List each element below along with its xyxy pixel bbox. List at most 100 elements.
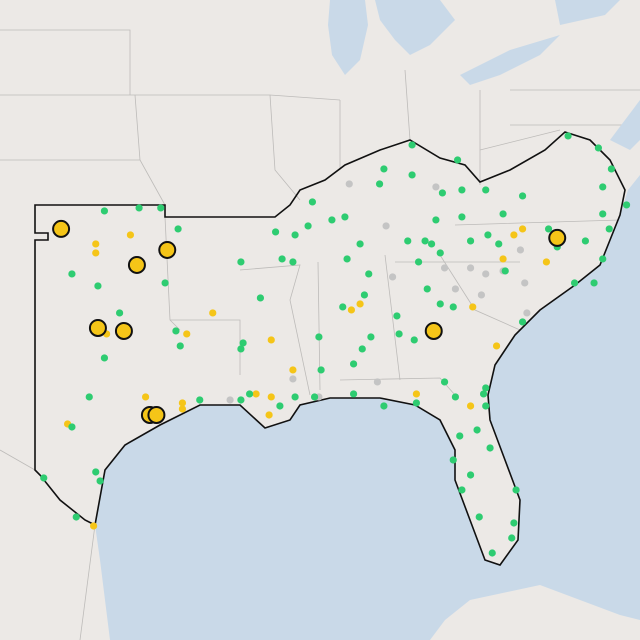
marker[interactable] xyxy=(473,426,481,434)
marker[interactable] xyxy=(469,303,477,311)
marker[interactable] xyxy=(360,291,369,299)
marker[interactable] xyxy=(510,231,518,239)
marker[interactable] xyxy=(449,456,457,464)
marker[interactable] xyxy=(404,237,412,245)
marker[interactable] xyxy=(304,222,312,230)
marker[interactable] xyxy=(599,183,607,191)
marker[interactable] xyxy=(226,396,234,404)
marker[interactable] xyxy=(310,393,319,401)
marker[interactable] xyxy=(499,255,507,263)
marker[interactable] xyxy=(339,303,347,311)
marker[interactable] xyxy=(92,240,100,248)
marker[interactable] xyxy=(239,339,247,347)
marker[interactable] xyxy=(477,291,486,299)
marker[interactable] xyxy=(499,210,507,218)
marker[interactable] xyxy=(157,204,165,212)
marker[interactable] xyxy=(482,270,490,278)
marker[interactable] xyxy=(523,309,531,317)
marker[interactable] xyxy=(317,366,325,374)
marker[interactable] xyxy=(271,228,280,236)
marker[interactable] xyxy=(196,396,204,404)
marker[interactable] xyxy=(594,144,603,152)
marker[interactable] xyxy=(495,240,503,248)
marker[interactable] xyxy=(492,342,501,350)
marker[interactable] xyxy=(395,330,403,338)
marker[interactable] xyxy=(289,375,297,383)
marker[interactable] xyxy=(89,522,98,530)
marker[interactable] xyxy=(367,333,375,341)
marker[interactable] xyxy=(423,285,431,293)
marker[interactable] xyxy=(451,393,460,401)
marker[interactable] xyxy=(267,336,275,344)
marker[interactable] xyxy=(564,132,572,140)
marker[interactable] xyxy=(607,165,616,173)
marker[interactable] xyxy=(466,264,475,272)
marker[interactable] xyxy=(466,237,475,245)
large-marker[interactable] xyxy=(548,228,567,247)
marker[interactable] xyxy=(458,486,466,494)
marker[interactable] xyxy=(289,366,297,374)
marker[interactable] xyxy=(622,201,631,209)
marker[interactable] xyxy=(482,402,490,410)
marker[interactable] xyxy=(475,513,483,521)
marker[interactable] xyxy=(358,345,366,353)
marker[interactable] xyxy=(176,342,184,350)
marker[interactable] xyxy=(289,258,297,266)
marker[interactable] xyxy=(440,264,449,272)
marker[interactable] xyxy=(542,258,551,266)
marker[interactable] xyxy=(315,333,323,341)
marker[interactable] xyxy=(141,393,150,401)
marker[interactable] xyxy=(458,186,466,194)
marker[interactable] xyxy=(276,402,284,410)
marker[interactable] xyxy=(40,474,48,482)
marker[interactable] xyxy=(183,330,191,338)
marker[interactable] xyxy=(510,519,518,527)
marker[interactable] xyxy=(599,255,607,263)
marker[interactable] xyxy=(178,399,187,407)
marker[interactable] xyxy=(412,390,421,398)
marker[interactable] xyxy=(380,165,388,173)
marker[interactable] xyxy=(161,279,169,287)
marker[interactable] xyxy=(209,309,217,317)
marker[interactable] xyxy=(237,345,245,353)
marker[interactable] xyxy=(432,183,440,191)
marker[interactable] xyxy=(605,225,613,233)
marker[interactable] xyxy=(432,216,440,224)
marker[interactable] xyxy=(590,279,598,287)
marker[interactable] xyxy=(245,390,254,398)
marker[interactable] xyxy=(382,222,390,230)
marker[interactable] xyxy=(393,312,401,320)
marker[interactable] xyxy=(482,384,490,392)
marker[interactable] xyxy=(92,468,100,476)
marker[interactable] xyxy=(512,486,520,494)
marker[interactable] xyxy=(100,207,109,215)
marker[interactable] xyxy=(518,192,527,200)
marker[interactable] xyxy=(308,198,317,206)
marker[interactable] xyxy=(349,360,358,368)
marker[interactable] xyxy=(501,267,509,275)
large-marker[interactable] xyxy=(158,240,177,259)
marker[interactable] xyxy=(438,189,447,197)
marker[interactable] xyxy=(466,402,475,410)
large-marker[interactable] xyxy=(424,321,443,340)
marker[interactable] xyxy=(518,225,527,233)
marker[interactable] xyxy=(380,402,388,410)
marker[interactable] xyxy=(328,216,336,224)
large-marker[interactable] xyxy=(147,405,166,424)
marker[interactable] xyxy=(345,180,353,188)
marker[interactable] xyxy=(521,279,529,287)
large-marker[interactable] xyxy=(114,321,133,340)
marker[interactable] xyxy=(100,354,109,362)
large-marker[interactable] xyxy=(52,219,71,238)
marker[interactable] xyxy=(408,141,416,149)
marker[interactable] xyxy=(599,210,607,218)
marker[interactable] xyxy=(456,432,464,440)
marker[interactable] xyxy=(68,270,76,278)
marker[interactable] xyxy=(356,300,364,308)
marker[interactable] xyxy=(484,231,492,239)
marker[interactable] xyxy=(135,204,143,212)
marker[interactable] xyxy=(488,549,496,557)
marker[interactable] xyxy=(85,393,93,401)
marker[interactable] xyxy=(451,285,460,293)
marker[interactable] xyxy=(68,423,76,431)
